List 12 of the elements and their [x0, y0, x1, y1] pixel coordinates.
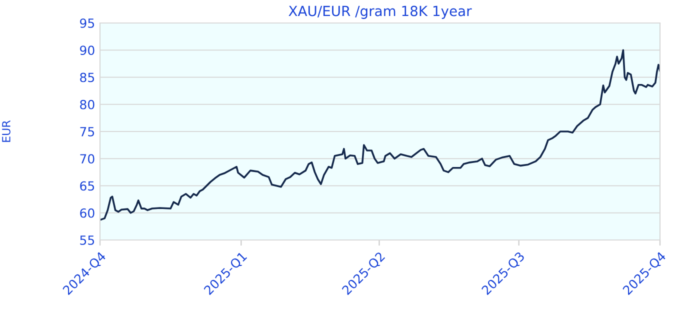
y-tick-label: 80	[80, 100, 94, 110]
y-tick-label: 55	[80, 236, 94, 245]
chart-title: XAU/EUR /gram 18K 1year	[288, 6, 472, 19]
y-tick-label: 70	[80, 154, 94, 164]
y-tick-label: 60	[80, 208, 94, 218]
y-tick-label: 65	[80, 181, 94, 191]
y-tick-label: 85	[80, 72, 94, 82]
line-series	[100, 49, 660, 221]
y-tick-label: 95	[80, 18, 94, 28]
y-tick-label: 75	[80, 127, 94, 136]
y-tick-label: 90	[80, 46, 94, 56]
y-axis-title: EUR	[2, 120, 10, 142]
